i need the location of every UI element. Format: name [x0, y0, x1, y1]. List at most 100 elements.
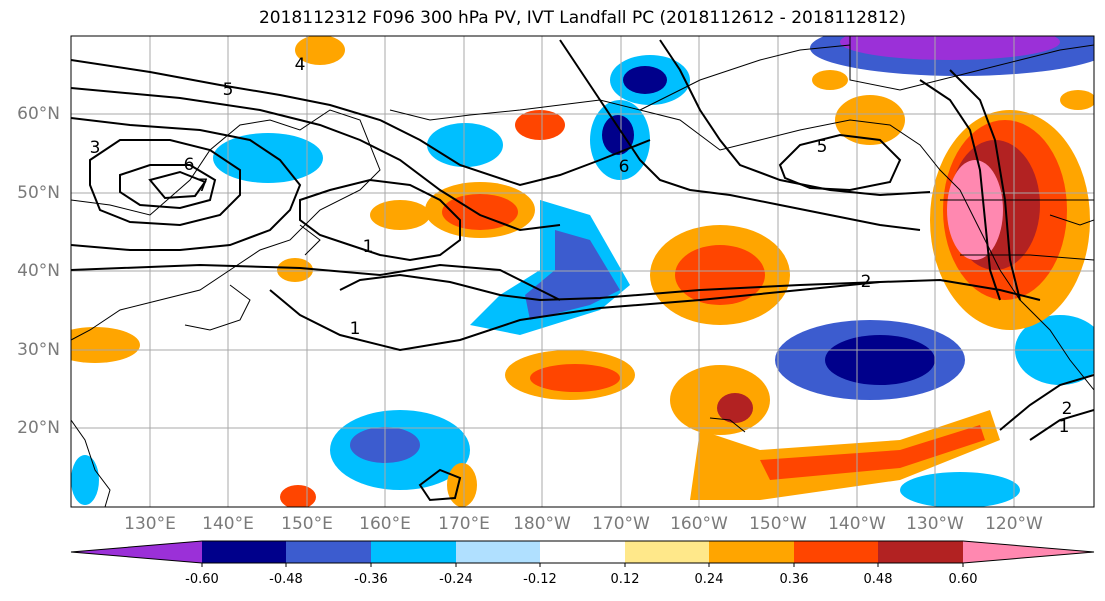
anomaly-blob — [277, 258, 313, 282]
lon-label: 140°W — [828, 514, 886, 534]
anomaly-blob — [447, 463, 477, 507]
contour-line — [71, 87, 561, 232]
anomaly-blob — [295, 36, 345, 65]
coastline — [389, 99, 1094, 391]
colorbar-extend-high — [963, 541, 1094, 563]
contour-line — [89, 139, 241, 227]
anomaly-blob — [370, 200, 430, 230]
anomaly-blob — [515, 110, 565, 140]
lat-label: 60°N — [17, 104, 60, 124]
contour-line — [1029, 409, 1094, 441]
colorbar-tick-label: -0.24 — [439, 572, 473, 587]
anomaly-blob — [825, 335, 935, 385]
contour-line — [949, 69, 1021, 301]
anomaly-blob — [947, 160, 1003, 260]
colorbar-segment — [794, 541, 878, 563]
coastline — [639, 44, 851, 111]
lon-label: 130°E — [124, 514, 176, 534]
colorbar-tick-label: -0.60 — [185, 572, 219, 587]
colorbar-segment — [286, 541, 371, 563]
anomaly-blob — [602, 115, 634, 155]
contour-line — [71, 117, 302, 251]
anomaly-blob — [900, 472, 1020, 507]
lon-label: 140°E — [202, 514, 254, 534]
contour-label: 6 — [184, 155, 195, 175]
lat-label: 20°N — [17, 418, 60, 438]
lon-label: 170°E — [438, 514, 490, 534]
contour-line — [659, 39, 931, 197]
anomaly-blob — [530, 364, 620, 392]
lat-label: 50°N — [17, 183, 60, 203]
anomaly-blob — [71, 455, 99, 505]
colorbar-tick-label: 0.24 — [694, 572, 724, 587]
anomaly-blob — [675, 245, 765, 305]
coastline — [960, 254, 1094, 261]
contour-line — [71, 59, 651, 187]
contour-line — [269, 278, 1041, 352]
contour-line — [299, 178, 461, 262]
coastline — [709, 417, 746, 433]
lat-label: 30°N — [17, 340, 60, 360]
contour-label: 6 — [619, 157, 630, 177]
anomaly-blob — [840, 36, 1060, 60]
contour-line — [339, 273, 881, 302]
contour-label: 1 — [350, 319, 361, 339]
contour-line — [418, 468, 462, 502]
anomaly-blob — [760, 425, 985, 480]
lon-label: 150°W — [749, 514, 807, 534]
lon-label: 170°W — [592, 514, 650, 534]
contour-label: 5 — [817, 137, 828, 157]
colorbar-tick-label: 0.36 — [779, 572, 809, 587]
colorbar-segment — [456, 541, 540, 563]
anomaly-blob — [280, 485, 316, 507]
colorbar-segment — [878, 541, 963, 563]
lon-label: 150°E — [281, 514, 333, 534]
colorbar — [70, 540, 1095, 567]
coastline — [1049, 214, 1094, 226]
anomaly-blob — [835, 95, 905, 145]
lon-label: 160°W — [670, 514, 728, 534]
contour-labels: 5 4 3 6 7 6 5 1 2 1 2 1 — [90, 55, 1073, 437]
colorbar-tick-label: -0.12 — [523, 572, 557, 587]
colorbar-tick-label: -0.48 — [269, 572, 303, 587]
colorbar-tick-label: 0.60 — [948, 572, 978, 587]
contour-line — [559, 39, 921, 231]
coastline — [299, 224, 321, 256]
colorbar-tick-label: -0.36 — [354, 572, 388, 587]
anomaly-blob — [427, 123, 503, 167]
contour-label: 1 — [1059, 417, 1070, 437]
colorbar-tick-label: 0.48 — [863, 572, 893, 587]
lon-label: 180°W — [513, 514, 571, 534]
contour-label: 5 — [223, 80, 234, 100]
anomaly-blob — [812, 70, 848, 90]
anomaly-blob — [623, 66, 667, 94]
lon-label: 160°E — [359, 514, 411, 534]
positive-anomaly-shading — [71, 36, 1094, 507]
lon-label: 120°W — [985, 514, 1043, 534]
map-frame — [70, 35, 1095, 508]
contour-line — [778, 133, 902, 192]
anomaly-blob — [71, 327, 140, 363]
coastline — [849, 36, 1094, 91]
contour-line — [919, 79, 1001, 301]
contour-label: 3 — [90, 138, 101, 158]
contour-line — [71, 263, 561, 301]
coastline — [71, 419, 111, 507]
colorbar-segment — [540, 541, 625, 563]
lat-label: 40°N — [17, 261, 60, 281]
colorbar-segment — [709, 541, 794, 563]
coastline — [184, 284, 251, 331]
contour-line — [119, 164, 217, 210]
anomaly-blob — [717, 393, 753, 423]
contour-line — [999, 374, 1094, 431]
anomaly-blob — [1060, 90, 1094, 110]
colorbar-extend-low — [71, 541, 202, 563]
colorbar-segment — [625, 541, 709, 563]
contour-line — [148, 170, 207, 200]
contour-label: 2 — [1062, 399, 1073, 419]
colorbar-segment — [202, 541, 286, 563]
colorbar-segment — [371, 541, 456, 563]
lon-label: 130°W — [906, 514, 964, 534]
coastlines — [71, 36, 1094, 507]
